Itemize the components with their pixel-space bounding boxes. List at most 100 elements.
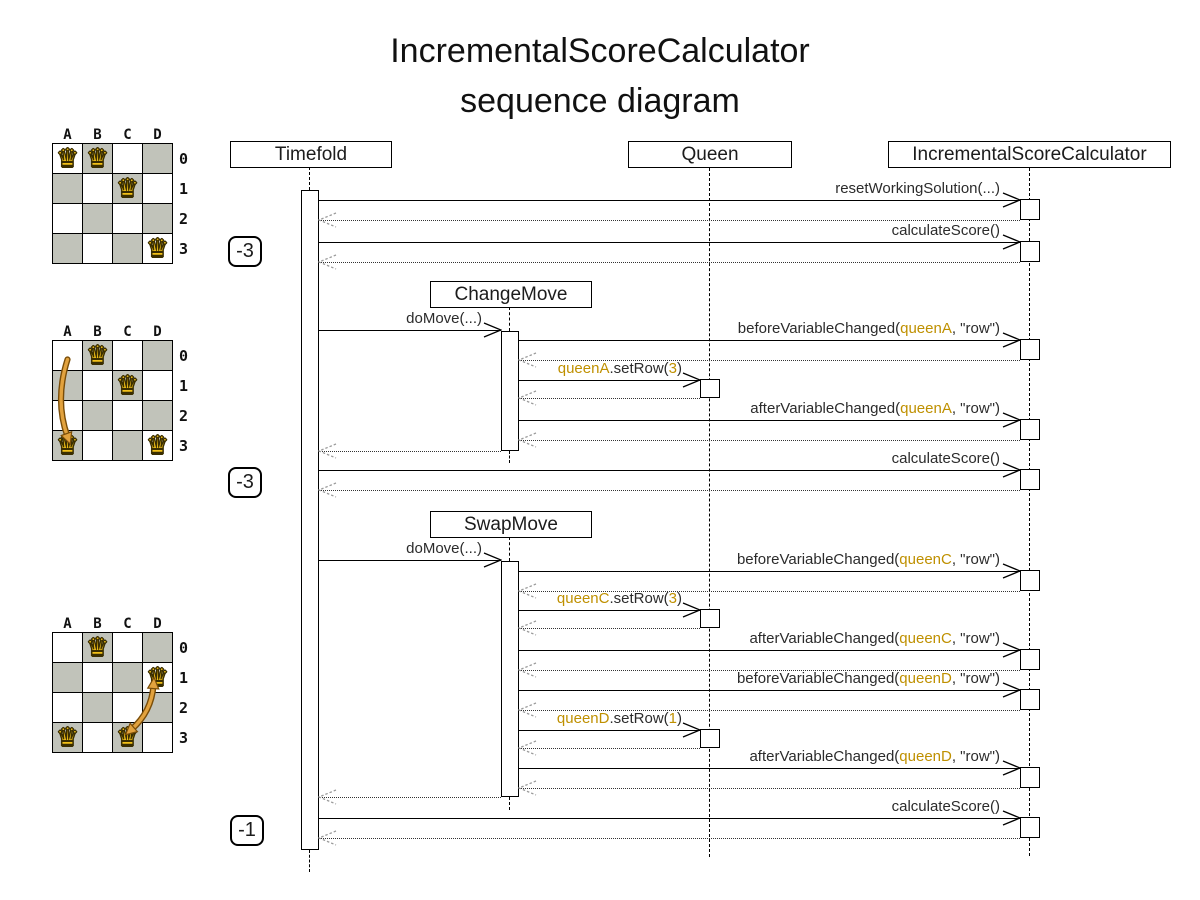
activation-bar bbox=[1020, 767, 1040, 788]
score-badge-1: -3 bbox=[228, 236, 262, 267]
lifeline bbox=[709, 168, 710, 857]
board-cell bbox=[53, 401, 82, 430]
message-label-part: afterVariableChanged( bbox=[749, 630, 900, 647]
queen-icon: ♛ bbox=[55, 144, 80, 175]
message-label: doMove(...) bbox=[406, 540, 482, 558]
return-line bbox=[519, 748, 700, 749]
lifeline bbox=[309, 850, 310, 872]
return-line bbox=[519, 440, 1020, 441]
participant-incremental-score-calculator: IncrementalScoreCalculator bbox=[888, 141, 1171, 168]
message-label-part: .setRow( bbox=[609, 590, 669, 607]
board-cell bbox=[83, 174, 112, 203]
queen-icon: ♛ bbox=[115, 174, 140, 205]
return-arrowhead-icon bbox=[518, 740, 537, 756]
lifeline bbox=[509, 307, 510, 331]
row-label: 1 bbox=[179, 180, 189, 198]
message-label-part: , "row") bbox=[951, 551, 1000, 568]
call-arrowhead-icon bbox=[483, 552, 502, 568]
return-line bbox=[319, 262, 1020, 263]
board-cell: ♛ bbox=[113, 723, 142, 754]
call-arrowhead-icon bbox=[1002, 760, 1021, 776]
return-arrowhead-icon bbox=[318, 443, 337, 459]
message-label: afterVariableChanged(queenD, "row") bbox=[749, 748, 1000, 766]
column-label: C bbox=[123, 324, 132, 340]
return-arrowhead-icon bbox=[318, 482, 337, 498]
column-label: B bbox=[93, 616, 102, 632]
return-line bbox=[519, 628, 700, 629]
activation-bar bbox=[700, 379, 720, 398]
message-label-part: beforeVariableChanged( bbox=[736, 551, 900, 568]
board-grid: ♛ ♛ ♛ ♛ bbox=[52, 632, 173, 754]
return-line bbox=[519, 670, 1020, 671]
score-badge-2: -3 bbox=[228, 467, 262, 498]
return-arrowhead-icon bbox=[518, 620, 537, 636]
board-cell: ♛ bbox=[53, 723, 82, 754]
call-arrowhead-icon bbox=[682, 602, 701, 618]
message-line bbox=[319, 242, 1020, 243]
message-line bbox=[519, 610, 700, 611]
message-line bbox=[519, 340, 1020, 341]
return-arrowhead-icon bbox=[318, 830, 337, 846]
board-cell bbox=[143, 174, 172, 203]
message-label-part: , "row") bbox=[951, 630, 1000, 647]
message-label: beforeVariableChanged(queenD, "row") bbox=[737, 670, 1000, 688]
column-label: C bbox=[123, 616, 132, 632]
lifeline bbox=[509, 451, 510, 463]
row-label: 0 bbox=[179, 150, 189, 168]
message-label: doMove(...) bbox=[406, 310, 482, 328]
board-cell bbox=[113, 204, 142, 233]
call-arrowhead-icon bbox=[682, 372, 701, 388]
activation-bar bbox=[1020, 419, 1040, 440]
message-label-part: , "row") bbox=[951, 320, 1000, 337]
message-label-accent-part: queenC bbox=[899, 630, 952, 647]
message-line bbox=[519, 420, 1020, 421]
message-line bbox=[519, 690, 1020, 691]
lifeline bbox=[509, 537, 510, 561]
queen-icon: ♛ bbox=[85, 144, 110, 175]
call-arrowhead-icon bbox=[1002, 642, 1021, 658]
queen-icon: ♛ bbox=[85, 341, 110, 372]
call-arrowhead-icon bbox=[682, 722, 701, 738]
message-label-part: ) bbox=[677, 590, 682, 607]
board-cell bbox=[53, 174, 82, 203]
message-label: queenC.setRow(3) bbox=[557, 590, 682, 608]
return-line bbox=[519, 360, 1020, 361]
move-arrow-icon bbox=[57, 356, 73, 446]
queen-icon: ♛ bbox=[55, 723, 80, 754]
message-label-part: resetWorkingSolution(...) bbox=[835, 180, 1000, 197]
board-cell bbox=[83, 431, 112, 460]
activation-bar bbox=[700, 729, 720, 748]
message-label-part: .setRow( bbox=[609, 360, 669, 377]
board-cell bbox=[143, 341, 172, 370]
return-arrowhead-icon bbox=[318, 212, 337, 228]
return-line bbox=[319, 451, 501, 452]
board-cell: ♛ bbox=[83, 144, 112, 175]
message-label-part: , "row") bbox=[951, 670, 1000, 687]
return-line bbox=[519, 591, 1020, 592]
return-line bbox=[319, 838, 1020, 839]
row-label: 3 bbox=[179, 729, 189, 747]
chess-board: A B C D ♛ ♛ ♛ ♛ 0 1 2 3 bbox=[52, 128, 202, 268]
message-label-accent-part: 1 bbox=[668, 710, 677, 727]
board-cell: ♛ bbox=[83, 633, 112, 664]
board-cell bbox=[83, 693, 112, 722]
board-cell bbox=[83, 204, 112, 233]
lifeline bbox=[509, 797, 510, 810]
message-line bbox=[319, 560, 501, 561]
message-label-part: .setRow( bbox=[609, 710, 669, 727]
board-cell bbox=[83, 371, 112, 400]
return-arrowhead-icon bbox=[518, 702, 537, 718]
message-label-part: ) bbox=[677, 360, 682, 377]
board-cell bbox=[113, 234, 142, 263]
call-arrowhead-icon bbox=[483, 322, 502, 338]
activation-bar bbox=[1020, 241, 1040, 262]
call-arrowhead-icon bbox=[1002, 234, 1021, 250]
return-line bbox=[319, 220, 1020, 221]
message-label: resetWorkingSolution(...) bbox=[835, 180, 1000, 198]
board-cell bbox=[53, 693, 82, 722]
call-arrowhead-icon bbox=[1002, 332, 1021, 348]
activation-bar bbox=[1020, 649, 1040, 670]
message-label-part: beforeVariableChanged( bbox=[736, 670, 900, 687]
move-arrow-icon bbox=[124, 676, 160, 736]
message-label: calculateScore() bbox=[892, 222, 1000, 240]
